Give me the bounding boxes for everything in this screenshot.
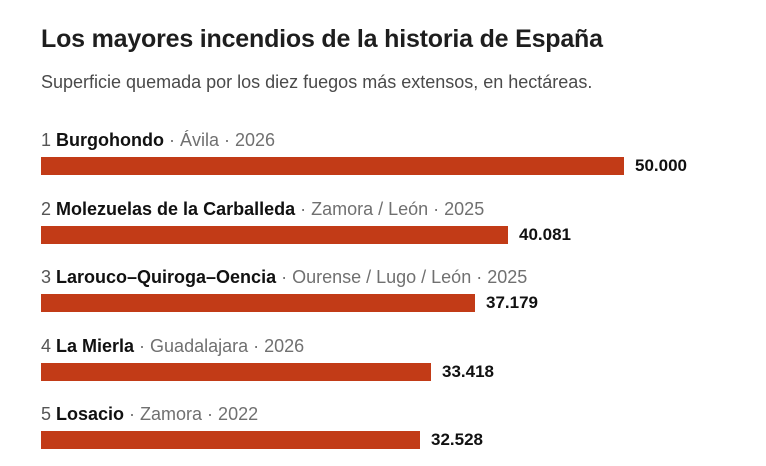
rank-number: 3 (41, 267, 57, 287)
bar (41, 157, 624, 175)
bar (41, 225, 508, 244)
fire-name: La Mierla (56, 335, 135, 356)
chart-row: 4 La Mierla · Guadalajara · 2026 33.418 (41, 335, 741, 395)
chart-row: 5 Losacio · Zamora · 2022 32.528 (41, 403, 741, 463)
fire-location-year: · Ávila · 2026 (163, 130, 276, 150)
bar-label: 1 Burgohondo · Ávila · 2026 (41, 129, 275, 151)
rank-number: 1 (41, 130, 57, 150)
fire-location-year: · Zamora · 2022 (124, 404, 259, 424)
rank-number: 2 (41, 198, 57, 219)
chart-subtitle: Superficie quemada por los diez fuegos m… (41, 72, 593, 92)
bar-value-label: 50.000 (635, 156, 687, 175)
bar-label: 2 Molezuelas de la Carballeda · Zamora /… (41, 198, 484, 220)
chart-title: Los mayores incendios de la historia de … (41, 25, 603, 53)
bar (41, 431, 420, 449)
fire-name: Larouco–Quiroga–Oencia (56, 267, 277, 287)
bar (41, 362, 431, 381)
rank-number: 5 (41, 404, 57, 424)
chart-row: 3 Larouco–Quiroga–Oencia · Ourense / Lug… (41, 266, 741, 326)
bar-value-label: 33.418 (442, 361, 494, 381)
fire-location-year: · Zamora / León · 2025 (295, 198, 485, 219)
bar (41, 294, 475, 312)
rank-number: 4 (41, 335, 57, 356)
bar-label: 5 Losacio · Zamora · 2022 (41, 403, 258, 425)
fire-name: Burgohondo (56, 130, 164, 150)
fire-location-year: · Ourense / Lugo / León · 2025 (276, 267, 528, 287)
fire-location-year: · Guadalajara · 2026 (134, 335, 305, 356)
bar-label: 3 Larouco–Quiroga–Oencia · Ourense / Lug… (41, 266, 527, 288)
bar-value-label: 40.081 (519, 224, 571, 244)
bar-label: 4 La Mierla · Guadalajara · 2026 (41, 335, 304, 357)
fire-name: Losacio (56, 404, 125, 424)
chart-row: 2 Molezuelas de la Carballeda · Zamora /… (41, 198, 741, 258)
bar-value-label: 32.528 (431, 430, 483, 449)
fire-name: Molezuelas de la Carballeda (56, 198, 296, 219)
bar-value-label: 37.179 (486, 293, 538, 312)
chart-row: 1 Burgohondo · Ávila · 2026 50.000 (41, 129, 741, 189)
